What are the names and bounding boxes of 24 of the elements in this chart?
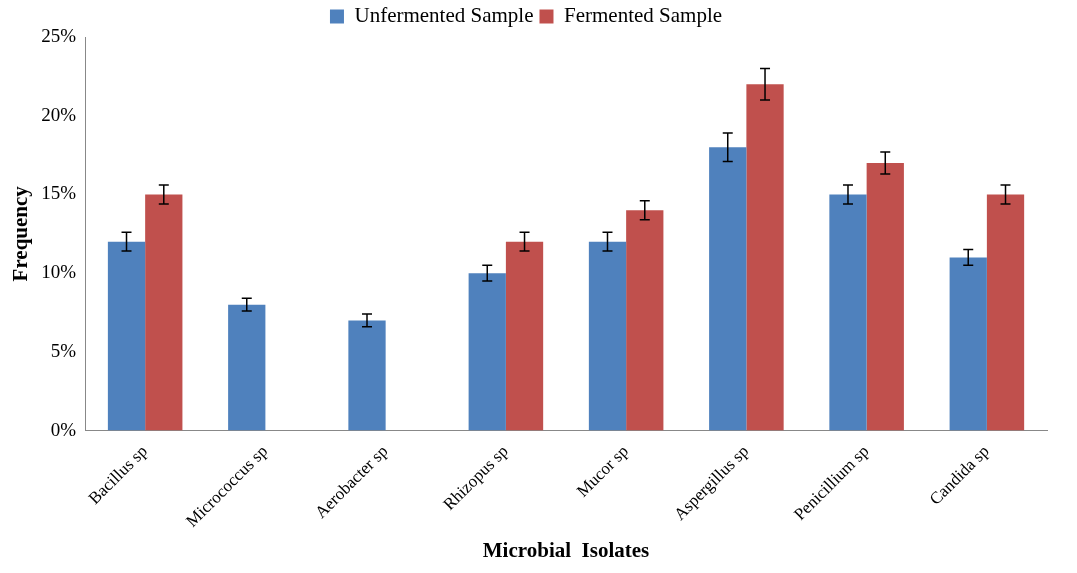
bar <box>866 162 904 431</box>
legend-label: Unfermented Sample <box>354 3 534 28</box>
bar <box>228 304 266 431</box>
legend-label: Fermented Sample <box>563 3 723 28</box>
y-tick-label: 25% <box>41 24 77 46</box>
bar <box>829 194 867 431</box>
y-tick-label: 5% <box>50 339 77 361</box>
bar <box>986 194 1025 431</box>
bar <box>107 241 146 431</box>
x-axis-title: Microbial Isolates <box>482 537 650 562</box>
bar <box>348 320 386 431</box>
y-axis-title: Frequency <box>8 185 33 282</box>
y-tick-label: 20% <box>41 103 77 125</box>
bar <box>588 241 627 431</box>
bar <box>505 241 544 431</box>
bar <box>468 273 506 431</box>
y-tick-label: 10% <box>41 261 77 283</box>
bar <box>746 84 784 431</box>
bar <box>145 194 183 431</box>
bar <box>626 210 664 431</box>
bar <box>949 257 987 431</box>
y-tick-label: 15% <box>41 182 77 204</box>
y-tick-label: 0% <box>50 418 77 440</box>
bar <box>709 147 747 431</box>
